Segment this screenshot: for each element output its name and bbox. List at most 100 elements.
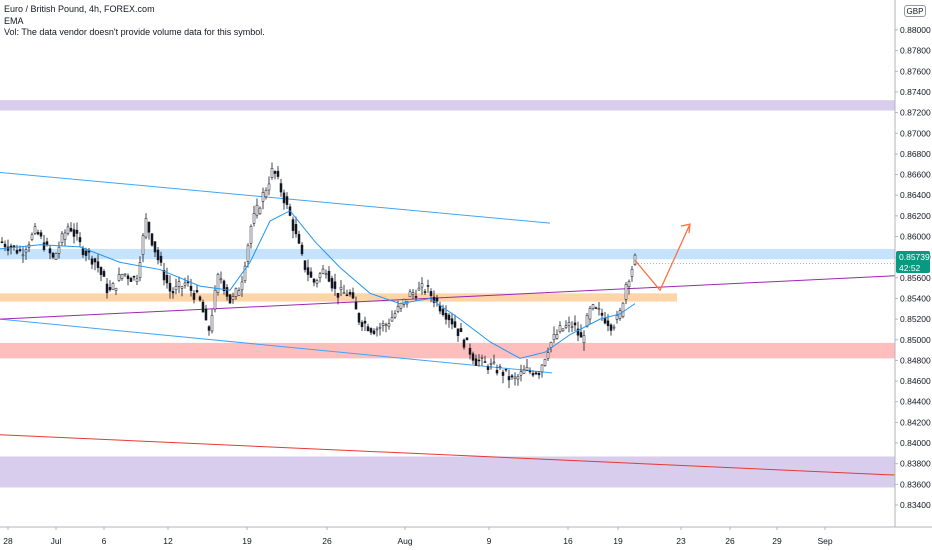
candle-up[interactable] — [231, 296, 235, 300]
candle-down[interactable] — [207, 326, 211, 331]
candle-down[interactable] — [96, 261, 100, 268]
candle-up[interactable] — [390, 317, 394, 322]
candle-down[interactable] — [609, 324, 613, 331]
candle-down[interactable] — [132, 275, 136, 278]
candle-down[interactable] — [45, 241, 49, 245]
candle-up[interactable] — [324, 273, 328, 276]
candle-down[interactable] — [102, 271, 106, 277]
candle-up[interactable] — [246, 244, 250, 262]
candle-down[interactable] — [300, 244, 304, 255]
candle-down[interactable] — [153, 241, 157, 253]
upper-channel-line[interactable] — [0, 172, 551, 224]
ema-indicator-label[interactable]: EMA — [4, 15, 24, 26]
candle-up[interactable] — [513, 376, 517, 379]
candle-up[interactable] — [30, 234, 34, 240]
candle-down[interactable] — [162, 270, 166, 281]
candle-down[interactable] — [366, 326, 370, 332]
candle-down[interactable] — [447, 314, 451, 321]
candle-down[interactable] — [150, 233, 154, 246]
candle-down[interactable] — [534, 372, 538, 375]
candle-down[interactable] — [6, 246, 10, 251]
candle-up[interactable] — [213, 289, 217, 310]
candle-up[interactable] — [66, 226, 70, 234]
candle-down[interactable] — [450, 318, 454, 325]
candle-down[interactable] — [129, 277, 133, 282]
candle-up[interactable] — [396, 306, 400, 312]
candle-down[interactable] — [273, 171, 277, 174]
candle-up[interactable] — [270, 168, 274, 178]
candle-down[interactable] — [576, 328, 580, 336]
candle-up[interactable] — [420, 283, 424, 288]
candle-down[interactable] — [336, 292, 340, 298]
candle-down[interactable] — [465, 337, 469, 341]
candle-up[interactable] — [417, 287, 421, 291]
candle-down[interactable] — [18, 249, 22, 251]
candle-up[interactable] — [21, 254, 25, 257]
candle-up[interactable] — [522, 369, 526, 374]
candle-down[interactable] — [186, 281, 190, 284]
candle-down[interactable] — [165, 275, 169, 284]
candle-down[interactable] — [537, 372, 541, 376]
candle-down[interactable] — [294, 224, 298, 235]
candle-up[interactable] — [120, 273, 124, 279]
candle-down[interactable] — [360, 322, 364, 328]
candle-down[interactable] — [69, 228, 73, 232]
candle-down[interactable] — [507, 376, 511, 381]
candle-down[interactable] — [369, 328, 373, 333]
candle-up[interactable] — [543, 359, 547, 366]
candle-down[interactable] — [159, 255, 163, 263]
candle-down[interactable] — [603, 317, 607, 324]
candle-down[interactable] — [426, 285, 430, 287]
candle-down[interactable] — [435, 297, 439, 302]
candle-down[interactable] — [228, 294, 232, 304]
candle-down[interactable] — [222, 280, 226, 291]
candle-down[interactable] — [495, 369, 499, 374]
candle-down[interactable] — [351, 292, 355, 299]
candle-down[interactable] — [195, 290, 199, 293]
candle-up[interactable] — [114, 287, 118, 291]
candle-up[interactable] — [519, 371, 523, 376]
candle-up[interactable] — [591, 304, 595, 310]
red-support-zone[interactable] — [0, 342, 895, 359]
candle-down[interactable] — [327, 270, 331, 282]
candle-down[interactable] — [48, 248, 52, 254]
candle-up[interactable] — [570, 326, 574, 328]
candle-down[interactable] — [51, 252, 55, 258]
candle-up[interactable] — [264, 189, 268, 198]
candle-up[interactable] — [144, 218, 148, 238]
candle-down[interactable] — [456, 328, 460, 336]
candle-down[interactable] — [168, 283, 172, 292]
candle-up[interactable] — [177, 281, 181, 287]
candle-up[interactable] — [558, 325, 562, 332]
candle-up[interactable] — [480, 357, 484, 359]
candle-down[interactable] — [225, 287, 229, 297]
candle-down[interactable] — [531, 373, 535, 376]
candle-up[interactable] — [585, 314, 589, 328]
candle-up[interactable] — [258, 207, 262, 215]
candle-down[interactable] — [468, 347, 472, 355]
candle-down[interactable] — [357, 313, 361, 323]
candle-up[interactable] — [393, 313, 397, 318]
candle-up[interactable] — [516, 376, 520, 380]
candle-down[interactable] — [573, 322, 577, 326]
candle-up[interactable] — [411, 292, 415, 295]
candle-down[interactable] — [462, 339, 466, 348]
candle-down[interactable] — [483, 361, 487, 363]
candle-down[interactable] — [192, 292, 196, 300]
candle-up[interactable] — [261, 192, 265, 202]
candle-up[interactable] — [597, 308, 601, 310]
candle-up[interactable] — [63, 232, 67, 240]
candle-up[interactable] — [57, 246, 61, 254]
candle-up[interactable] — [123, 273, 127, 276]
candle-down[interactable] — [171, 291, 175, 294]
candle-down[interactable] — [441, 308, 445, 315]
candle-down[interactable] — [0, 241, 4, 244]
purple-zone-top[interactable] — [0, 100, 895, 111]
candle-up[interactable] — [615, 315, 619, 320]
candle-up[interactable] — [564, 325, 568, 328]
ema-line[interactable] — [0, 210, 636, 359]
candle-down[interactable] — [477, 359, 481, 362]
candle-up[interactable] — [567, 322, 571, 326]
candle-up[interactable] — [180, 286, 184, 289]
